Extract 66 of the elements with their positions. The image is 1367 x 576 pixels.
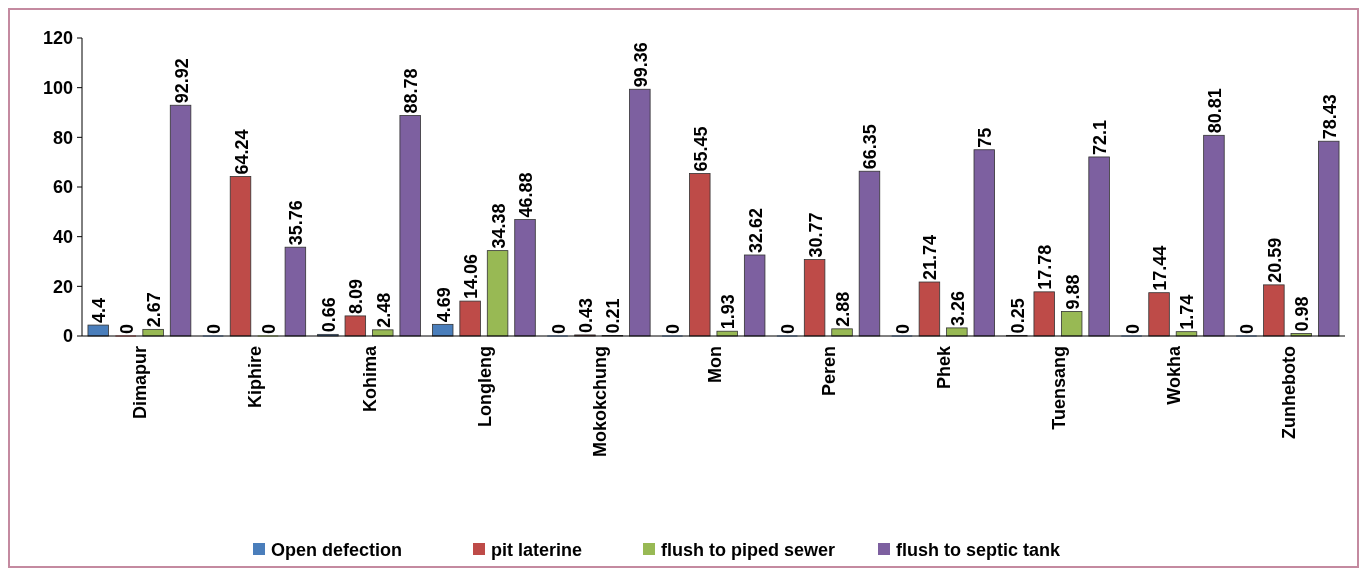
legend-label: pit laterine [491, 540, 583, 561]
data-label: 17.78 [1035, 244, 1056, 290]
data-label: 78.43 [1319, 94, 1340, 140]
data-label: 66.35 [860, 124, 881, 170]
x-tick-label: Zunheboto [1278, 346, 1299, 439]
data-label: 30.77 [805, 212, 826, 258]
legend-label: Open defection [271, 540, 403, 561]
data-label: 0 [778, 323, 799, 334]
data-label: 9.88 [1062, 274, 1083, 310]
data-label: 32.62 [745, 207, 766, 253]
data-label: 34.38 [488, 203, 509, 249]
data-label: 46.88 [516, 172, 537, 218]
x-tick-label: Wokha [1163, 345, 1184, 405]
data-label: 20.59 [1264, 237, 1285, 283]
x-tick-label: Dimapur [130, 346, 151, 420]
data-label: 4.4 [89, 298, 110, 324]
data-label: 0 [892, 323, 913, 334]
data-label: 4.69 [433, 287, 454, 323]
data-label: 35.76 [286, 200, 307, 246]
data-label: 2.67 [144, 292, 165, 328]
data-label: 0.21 [603, 298, 624, 334]
data-label: 1.93 [718, 294, 739, 330]
y-tick-label: 20 [52, 276, 73, 297]
x-tick-label: Phek [934, 345, 955, 390]
data-label: 0 [204, 323, 225, 334]
data-label: 88.78 [401, 68, 422, 114]
data-label: 21.74 [920, 234, 941, 281]
data-label: 3.26 [947, 290, 968, 326]
data-label: 92.92 [171, 58, 192, 104]
data-label: 2.88 [833, 291, 854, 327]
data-label: 1.74 [1177, 294, 1198, 330]
data-label: 0 [258, 323, 279, 334]
data-label: 0 [1237, 323, 1258, 334]
y-tick-label: 120 [42, 28, 73, 49]
data-label: 75 [975, 127, 996, 148]
data-label: 0 [548, 323, 569, 334]
y-tick-label: 100 [42, 77, 73, 98]
data-label: 72.1 [1090, 119, 1111, 155]
x-tick-label: Tuensang [1048, 346, 1069, 430]
data-label: 0.43 [575, 297, 596, 333]
data-label: 65.45 [690, 126, 711, 172]
data-label: 0.25 [1007, 298, 1028, 334]
x-tick-label: Peren [819, 346, 840, 397]
y-tick-label: 40 [52, 226, 73, 247]
y-tick-label: 60 [52, 177, 73, 198]
data-label: 17.44 [1150, 245, 1171, 291]
data-label: 0.98 [1292, 296, 1313, 332]
x-tick-label: Kiphire [245, 346, 266, 409]
x-tick-label: Mon [704, 346, 725, 383]
data-label: 0 [1122, 323, 1143, 334]
data-label: 14.06 [461, 254, 482, 300]
x-tick-label: Longleng [474, 346, 495, 427]
y-tick-label: 0 [62, 326, 73, 347]
data-label: 99.36 [630, 42, 651, 88]
x-tick-label: Mokokchung [589, 346, 610, 457]
legend-label: flush to piped sewer [661, 540, 836, 561]
data-label: 8.09 [346, 278, 367, 314]
data-label: 0 [116, 323, 137, 334]
y-tick-label: 80 [52, 127, 73, 148]
x-tick-label: Kohima [360, 345, 381, 413]
data-label: 64.24 [231, 129, 252, 175]
data-label: 0.66 [318, 297, 339, 333]
data-label: 80.81 [1204, 88, 1225, 134]
data-label: 0 [663, 323, 684, 334]
data-label: 2.48 [373, 292, 394, 328]
legend-label: flush to septic tank [896, 540, 1062, 561]
